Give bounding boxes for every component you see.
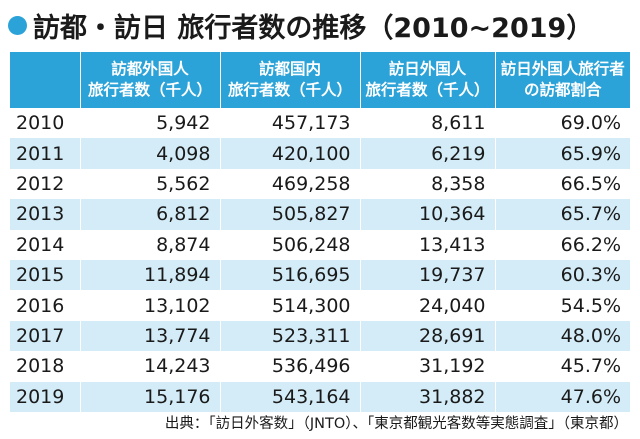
table-row: 2011 4,098 420,100 6,219 65.9% [10, 138, 630, 169]
year-cell: 2012 [10, 168, 81, 200]
year-cell: 2011 [10, 138, 81, 169]
domestic-visitors-tokyo-cell: 514,300 [220, 290, 361, 321]
year-cell: 2017 [10, 320, 81, 352]
header-domestic-visitors-tokyo: 訪都国内 旅行者数（千人） [220, 52, 361, 108]
foreign-visitors-japan-cell: 6,219 [360, 138, 496, 169]
table-row: 2010 5,942 457,173 8,611 69.0% [10, 108, 630, 139]
foreign-visitors-japan-cell: 8,358 [360, 168, 496, 200]
year-cell: 2018 [10, 351, 81, 382]
domestic-visitors-tokyo-cell: 506,248 [220, 229, 361, 260]
foreign-visitors-japan-cell: 31,882 [360, 381, 496, 412]
foreign-visitors-tokyo-cell: 15,176 [80, 381, 221, 412]
year-cell: 2015 [10, 259, 81, 291]
domestic-visitors-tokyo-cell: 543,164 [220, 381, 361, 412]
year-cell: 2016 [10, 290, 81, 321]
table-row: 2018 14,243 536,496 31,192 45.7% [10, 351, 630, 382]
domestic-visitors-tokyo-cell: 523,311 [220, 320, 361, 352]
domestic-visitors-tokyo-cell: 457,173 [220, 108, 361, 139]
table-header: 訪都外国人 旅行者数（千人） 訪都国内 旅行者数（千人） 訪日外国人 旅行者数（… [10, 52, 630, 108]
header-year [10, 52, 81, 108]
domestic-visitors-tokyo-cell: 469,258 [220, 168, 361, 200]
domestic-visitors-tokyo-cell: 516,695 [220, 259, 361, 291]
table-header-row: 訪都外国人 旅行者数（千人） 訪都国内 旅行者数（千人） 訪日外国人 旅行者数（… [10, 52, 630, 108]
tokyo-visit-ratio-cell: 60.3% [560, 264, 621, 287]
tokyo-visit-ratio-cell: 66.2% [560, 233, 621, 256]
circle-bullet-icon [8, 15, 27, 35]
header-line: 訪日外国人旅行者 [500, 60, 625, 78]
source-note: 出典：「訪日外客数」（JNTO）、「東京都観光客数等実態調査」（東京都） [164, 416, 628, 432]
foreign-visitors-tokyo-cell: 4,098 [80, 138, 221, 169]
foreign-visitors-japan-cell: 28,691 [360, 320, 496, 352]
foreign-visitors-tokyo-cell: 5,562 [80, 168, 221, 200]
table-row: 2013 6,812 505,827 10,364 65.7% [10, 199, 630, 230]
tokyo-visit-ratio-cell: 65.9% [560, 142, 621, 165]
foreign-visitors-japan-cell: 10,364 [360, 199, 496, 230]
foreign-visitors-japan-cell: 13,413 [360, 229, 496, 260]
table-row: 2015 11,894 516,695 19,737 60.3% [10, 259, 630, 291]
header-line: の訪都割合 [523, 81, 602, 99]
table-row: 2014 8,874 506,248 13,413 66.2% [10, 229, 630, 260]
domestic-visitors-tokyo-cell: 505,827 [220, 199, 361, 230]
tourism-table: 訪都外国人 旅行者数（千人） 訪都国内 旅行者数（千人） 訪日外国人 旅行者数（… [10, 52, 630, 412]
table-body: 2010 5,942 457,173 8,611 69.0% 2011 4,098 420,1… [10, 108, 630, 412]
foreign-visitors-japan-cell: 24,040 [360, 290, 496, 321]
year-cell: 2013 [10, 199, 81, 230]
table-row: 2012 5,562 469,258 8,358 66.5% [10, 168, 630, 200]
header-line: 旅行者数（千人） [227, 81, 352, 99]
header-foreign-visitors-tokyo: 訪都外国人 旅行者数（千人） [80, 52, 221, 108]
tokyo-visit-ratio-cell: 66.5% [560, 172, 621, 195]
header-tokyo-visit-ratio: 訪日外国人旅行者 の訪都割合 [495, 52, 630, 108]
tokyo-visit-ratio-cell: 47.6% [560, 385, 621, 408]
header-line: 訪都外国人 [111, 60, 189, 78]
foreign-visitors-japan-cell: 19,737 [360, 259, 496, 291]
foreign-visitors-japan-cell: 8,611 [360, 108, 496, 139]
tokyo-visit-ratio-cell: 45.7% [560, 355, 621, 378]
table-row: 2016 13,102 514,300 24,040 54.5% [10, 290, 630, 321]
tokyo-visit-ratio-cell: 65.7% [560, 203, 621, 226]
foreign-visitors-tokyo-cell: 14,243 [80, 351, 221, 382]
year-cell: 2019 [10, 381, 81, 412]
year-cell: 2014 [10, 229, 81, 260]
table-row: 2019 15,176 543,164 31,882 47.6% [10, 381, 630, 412]
tokyo-visit-ratio-cell: 54.5% [560, 294, 621, 317]
page-title: 訪都・訪日 旅行者数の推移（2010~2019） [8, 3, 593, 47]
domestic-visitors-tokyo-cell: 420,100 [220, 138, 361, 169]
foreign-visitors-tokyo-cell: 5,942 [80, 108, 221, 139]
foreign-visitors-tokyo-cell: 13,102 [80, 290, 221, 321]
table-row: 2017 13,774 523,311 28,691 48.0% [10, 320, 630, 352]
foreign-visitors-japan-cell: 31,192 [360, 351, 496, 382]
header-line: 訪都国内 [258, 60, 321, 78]
year-cell: 2010 [10, 108, 81, 139]
foreign-visitors-tokyo-cell: 6,812 [80, 199, 221, 230]
header-line: 訪日外国人 [388, 60, 467, 78]
tokyo-visit-ratio-cell: 48.0% [560, 324, 621, 347]
page-title-text: 訪都・訪日 旅行者数の推移（2010~2019） [33, 12, 594, 44]
domestic-visitors-tokyo-cell: 536,496 [220, 351, 361, 382]
tokyo-visit-ratio-cell: 69.0% [560, 112, 621, 135]
foreign-visitors-tokyo-cell: 11,894 [80, 259, 221, 291]
header-foreign-visitors-japan: 訪日外国人 旅行者数（千人） [360, 52, 496, 108]
foreign-visitors-tokyo-cell: 8,874 [80, 229, 221, 260]
header-line: 旅行者数（千人） [87, 81, 212, 99]
foreign-visitors-tokyo-cell: 13,774 [80, 320, 221, 352]
header-line: 旅行者数（千人） [365, 81, 490, 99]
